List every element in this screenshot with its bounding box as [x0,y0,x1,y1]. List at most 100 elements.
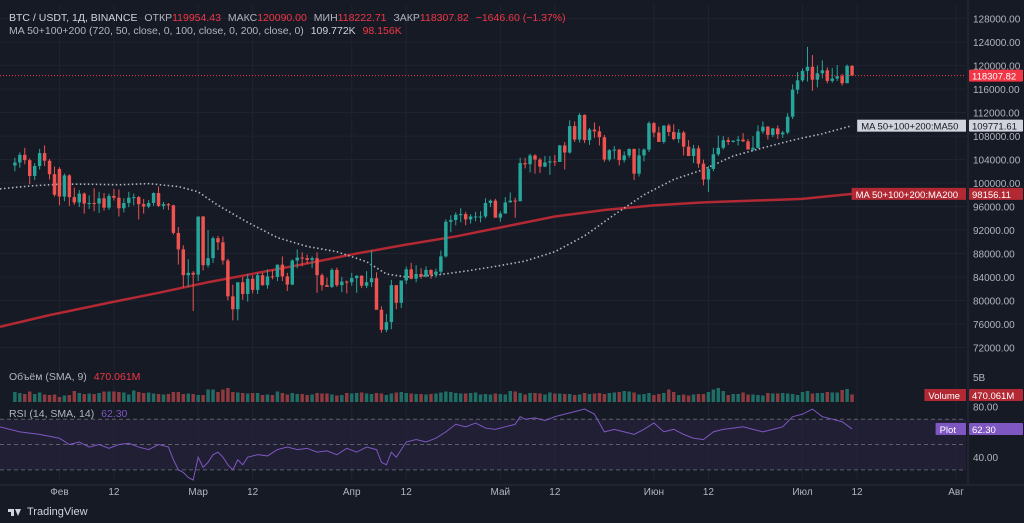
candle-body [310,258,314,260]
candle-body [181,249,186,276]
rsi-axis-label: 40.00 [973,453,998,464]
volume-bar [493,393,498,402]
volume-tag-label-bg [924,389,966,401]
volume-bar [805,391,810,402]
candle [384,313,389,333]
candle [399,280,403,309]
candle-body [37,153,42,167]
volume-bar [340,395,344,402]
candle [488,199,493,208]
volume-bar [320,393,324,402]
candle-body [756,131,760,148]
candle [493,198,498,218]
candle [800,68,805,83]
candle-body [394,285,399,303]
volume-bar [305,395,309,402]
candle-body [483,202,488,217]
candle [132,193,136,206]
volume-bar [310,394,314,402]
volume-tag-value: 470.061M [972,391,1014,402]
volume-bar [62,395,67,402]
candle-body [340,281,344,286]
volume-bar [444,391,448,402]
volume-bar [498,394,503,402]
symbol-title[interactable]: BTC / USDT, 1Д, BINANCE [9,12,138,24]
candle-body [27,160,32,176]
volume-bar [241,393,245,402]
candle-body [221,242,225,261]
volume-bar [146,392,151,402]
volume-bar [181,394,186,402]
time-axis-label: 12 [703,487,715,498]
candle [850,65,854,77]
candle-body [325,285,329,287]
volume-bar [637,394,641,402]
candle [330,268,334,289]
candle [468,214,473,224]
candle-body [122,202,126,209]
candle-body [493,200,498,218]
candle [444,219,448,258]
price-axis-label: 92000.00 [973,226,1015,237]
candle-body [701,163,706,180]
candle [691,144,696,164]
candle-body [67,175,72,198]
candle [771,127,775,138]
volume-bar [835,392,839,402]
volume-bar [176,392,181,402]
rsi-legend-label[interactable]: RSI (14, SMA, 14) [9,408,95,420]
rsi-tag-value: 62.30 [972,425,996,436]
volume-bar [647,393,651,402]
candle-body [434,271,438,275]
candle [349,272,354,286]
candle-body [439,256,443,272]
candle-body [582,114,587,141]
candle-body [345,281,349,283]
candles [13,46,854,333]
candle [77,190,81,208]
candle-body [706,168,711,180]
time-axis-label: 12 [108,487,120,498]
candle-body [196,216,200,275]
candle [52,166,57,197]
volume-bars [13,388,854,402]
volume-bar [260,395,265,402]
tradingview-footer[interactable]: TradingView [8,506,88,518]
candle-body [691,148,696,157]
volume-bar [191,394,195,402]
ma200-legend-value: 98.156K [362,25,402,37]
candle-body [290,260,295,285]
candle-body [136,197,141,205]
volume-bar [533,393,537,402]
ma-legend-label[interactable]: MA 50+100+200 (720, 50, close, 0, 100, c… [9,25,304,37]
volume-legend-label[interactable]: Объём (SMA, 9) [9,371,87,383]
candle [171,204,176,235]
candle [241,276,245,300]
candle [374,272,379,310]
last-price-tag-value-bg [969,69,1023,82]
volume-bar [330,394,334,402]
candle-body [265,276,270,286]
volume-bar [439,392,443,402]
volume-bar [127,394,131,402]
high-value: 120090.00 [257,12,307,24]
candle-body [141,204,146,207]
candle [736,136,740,146]
volume-bar [825,392,830,402]
candle-body [231,296,235,310]
candle-body [454,214,458,221]
candle [538,157,542,174]
candle-body [553,161,557,163]
candle [671,124,676,141]
volume-bar [211,389,215,402]
time-axis-label: 12 [851,487,863,498]
candle-body [528,155,532,165]
candle [652,121,656,138]
volume-bar [354,393,359,402]
ma200-tag-label-bg [851,187,966,200]
volume-bar [27,391,32,402]
candle [726,137,730,145]
candle [231,284,235,321]
